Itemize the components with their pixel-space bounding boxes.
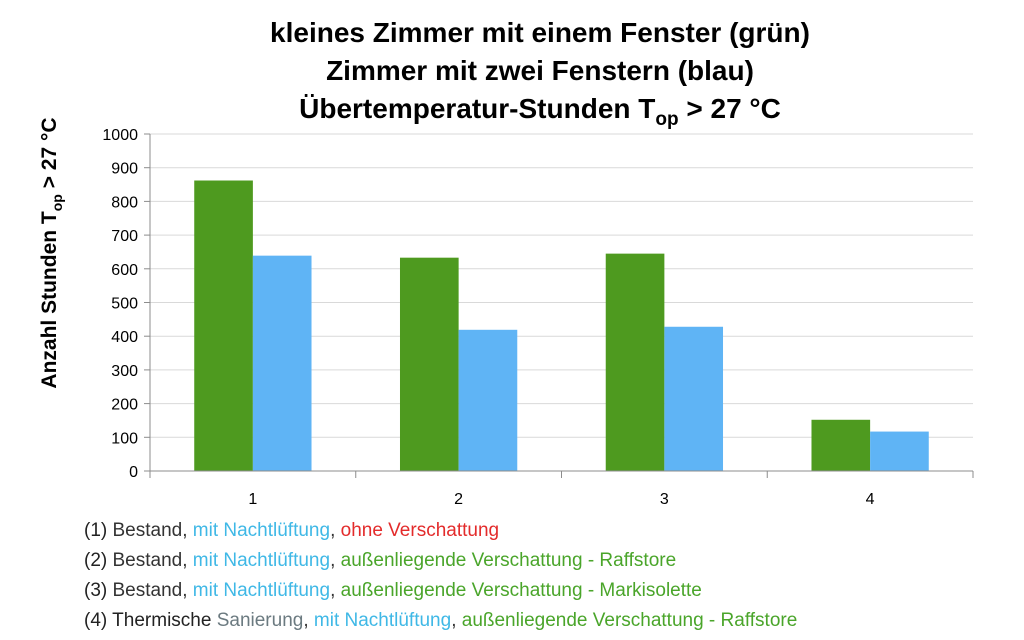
note-line-2: (2) Bestand, mit Nachtlüftung, außenlieg… <box>84 546 1004 576</box>
note-segment: mit Nachtlüftung <box>192 580 331 601</box>
y-tick-label: 400 <box>111 329 138 346</box>
x-tick-label: 2 <box>454 491 463 508</box>
x-tick-labels: 1 2 3 4 <box>248 491 874 508</box>
y-tick-label: 800 <box>111 194 138 211</box>
note-segment: , <box>303 610 314 631</box>
y-tick-label: 0 <box>129 464 138 481</box>
note-segment: außenliegende Verschattung - Markisolett… <box>340 580 702 601</box>
bar-green-3 <box>605 253 665 471</box>
y-axis-label: Anzahl Stunden Top > 27 °C <box>38 117 65 388</box>
bar-blue-3 <box>664 326 724 471</box>
note-segment: , <box>330 520 341 541</box>
y-tick-label: 200 <box>111 397 138 414</box>
bar-green-4 <box>811 419 871 471</box>
note-line-1: (1) Bestand, mit Nachtlüftung, ohne Vers… <box>84 516 1004 546</box>
y-tick-label: 900 <box>111 161 138 178</box>
note-segment: , <box>330 550 341 571</box>
chart-title-line-3-prefix: Übertemperatur-Stunden T <box>299 93 655 124</box>
y-tick-label: 700 <box>111 228 138 245</box>
y-axis-label-prefix: Anzahl Stunden T <box>38 211 61 388</box>
x-tick-label: 1 <box>248 491 257 508</box>
note-line-4: (4) Thermische Sanierung, mit Nachtlüftu… <box>84 606 1004 636</box>
y-tick-label: 100 <box>111 430 138 447</box>
y-tick-label: 500 <box>111 296 138 313</box>
chart-title-line-3-suffix: > 27 °C <box>679 93 781 124</box>
x-tick-label: 4 <box>866 491 875 508</box>
note-segment: (2) <box>84 550 113 571</box>
note-segment: , <box>330 580 341 601</box>
note-segment: (3) <box>84 580 113 601</box>
chart-title-line-3-subscript: op <box>655 109 678 130</box>
y-tick-label: 1000 <box>102 127 138 144</box>
note-segment: Thermische <box>112 610 217 631</box>
note-segment: , <box>451 610 462 631</box>
note-segment: Bestand, <box>112 580 193 601</box>
y-tick-labels: 0 100 200 300 400 500 600 700 800 900 1000 <box>102 127 138 481</box>
bar-green-2 <box>399 257 459 471</box>
chart-title-line-3: Übertemperatur-Stunden Top > 27 °C <box>299 93 781 130</box>
chart-title-line-1: kleines Zimmer mit einem Fenster (grün) <box>270 17 810 48</box>
x-tick-label: 3 <box>660 491 669 508</box>
note-segment: Bestand, <box>112 520 193 541</box>
note-segment: mit Nachtlüftung <box>192 550 331 571</box>
note-segment: außenliegende Verschattung - Raffstore <box>461 610 798 631</box>
y-axis-label-suffix: > 27 °C <box>38 117 61 194</box>
note-segment: Sanierung <box>216 610 304 631</box>
chart-title-line-2: Zimmer mit zwei Fenstern (blau) <box>326 55 754 86</box>
note-segment: Bestand, <box>112 550 193 571</box>
bars <box>194 180 929 472</box>
bar-blue-4 <box>870 431 929 471</box>
bar-blue-2 <box>458 329 518 471</box>
note-segment: ohne Verschattung <box>340 520 500 541</box>
y-tick-label: 300 <box>111 363 138 380</box>
note-segment: mit Nachtlüftung <box>313 610 452 631</box>
scenario-notes: (1) Bestand, mit Nachtlüftung, ohne Vers… <box>84 516 1004 636</box>
note-segment: (4) <box>84 610 113 631</box>
bar-green-1 <box>194 180 253 472</box>
note-segment: mit Nachtlüftung <box>192 520 331 541</box>
note-line-3: (3) Bestand, mit Nachtlüftung, außenlieg… <box>84 576 1004 606</box>
y-tick-label: 600 <box>111 262 138 279</box>
note-segment: außenliegende Verschattung - Raffstore <box>340 550 677 571</box>
axes <box>144 133 974 478</box>
bar-blue-1 <box>252 255 312 471</box>
y-axis-label-subscript: op <box>49 194 65 211</box>
note-segment: (1) <box>84 520 113 541</box>
